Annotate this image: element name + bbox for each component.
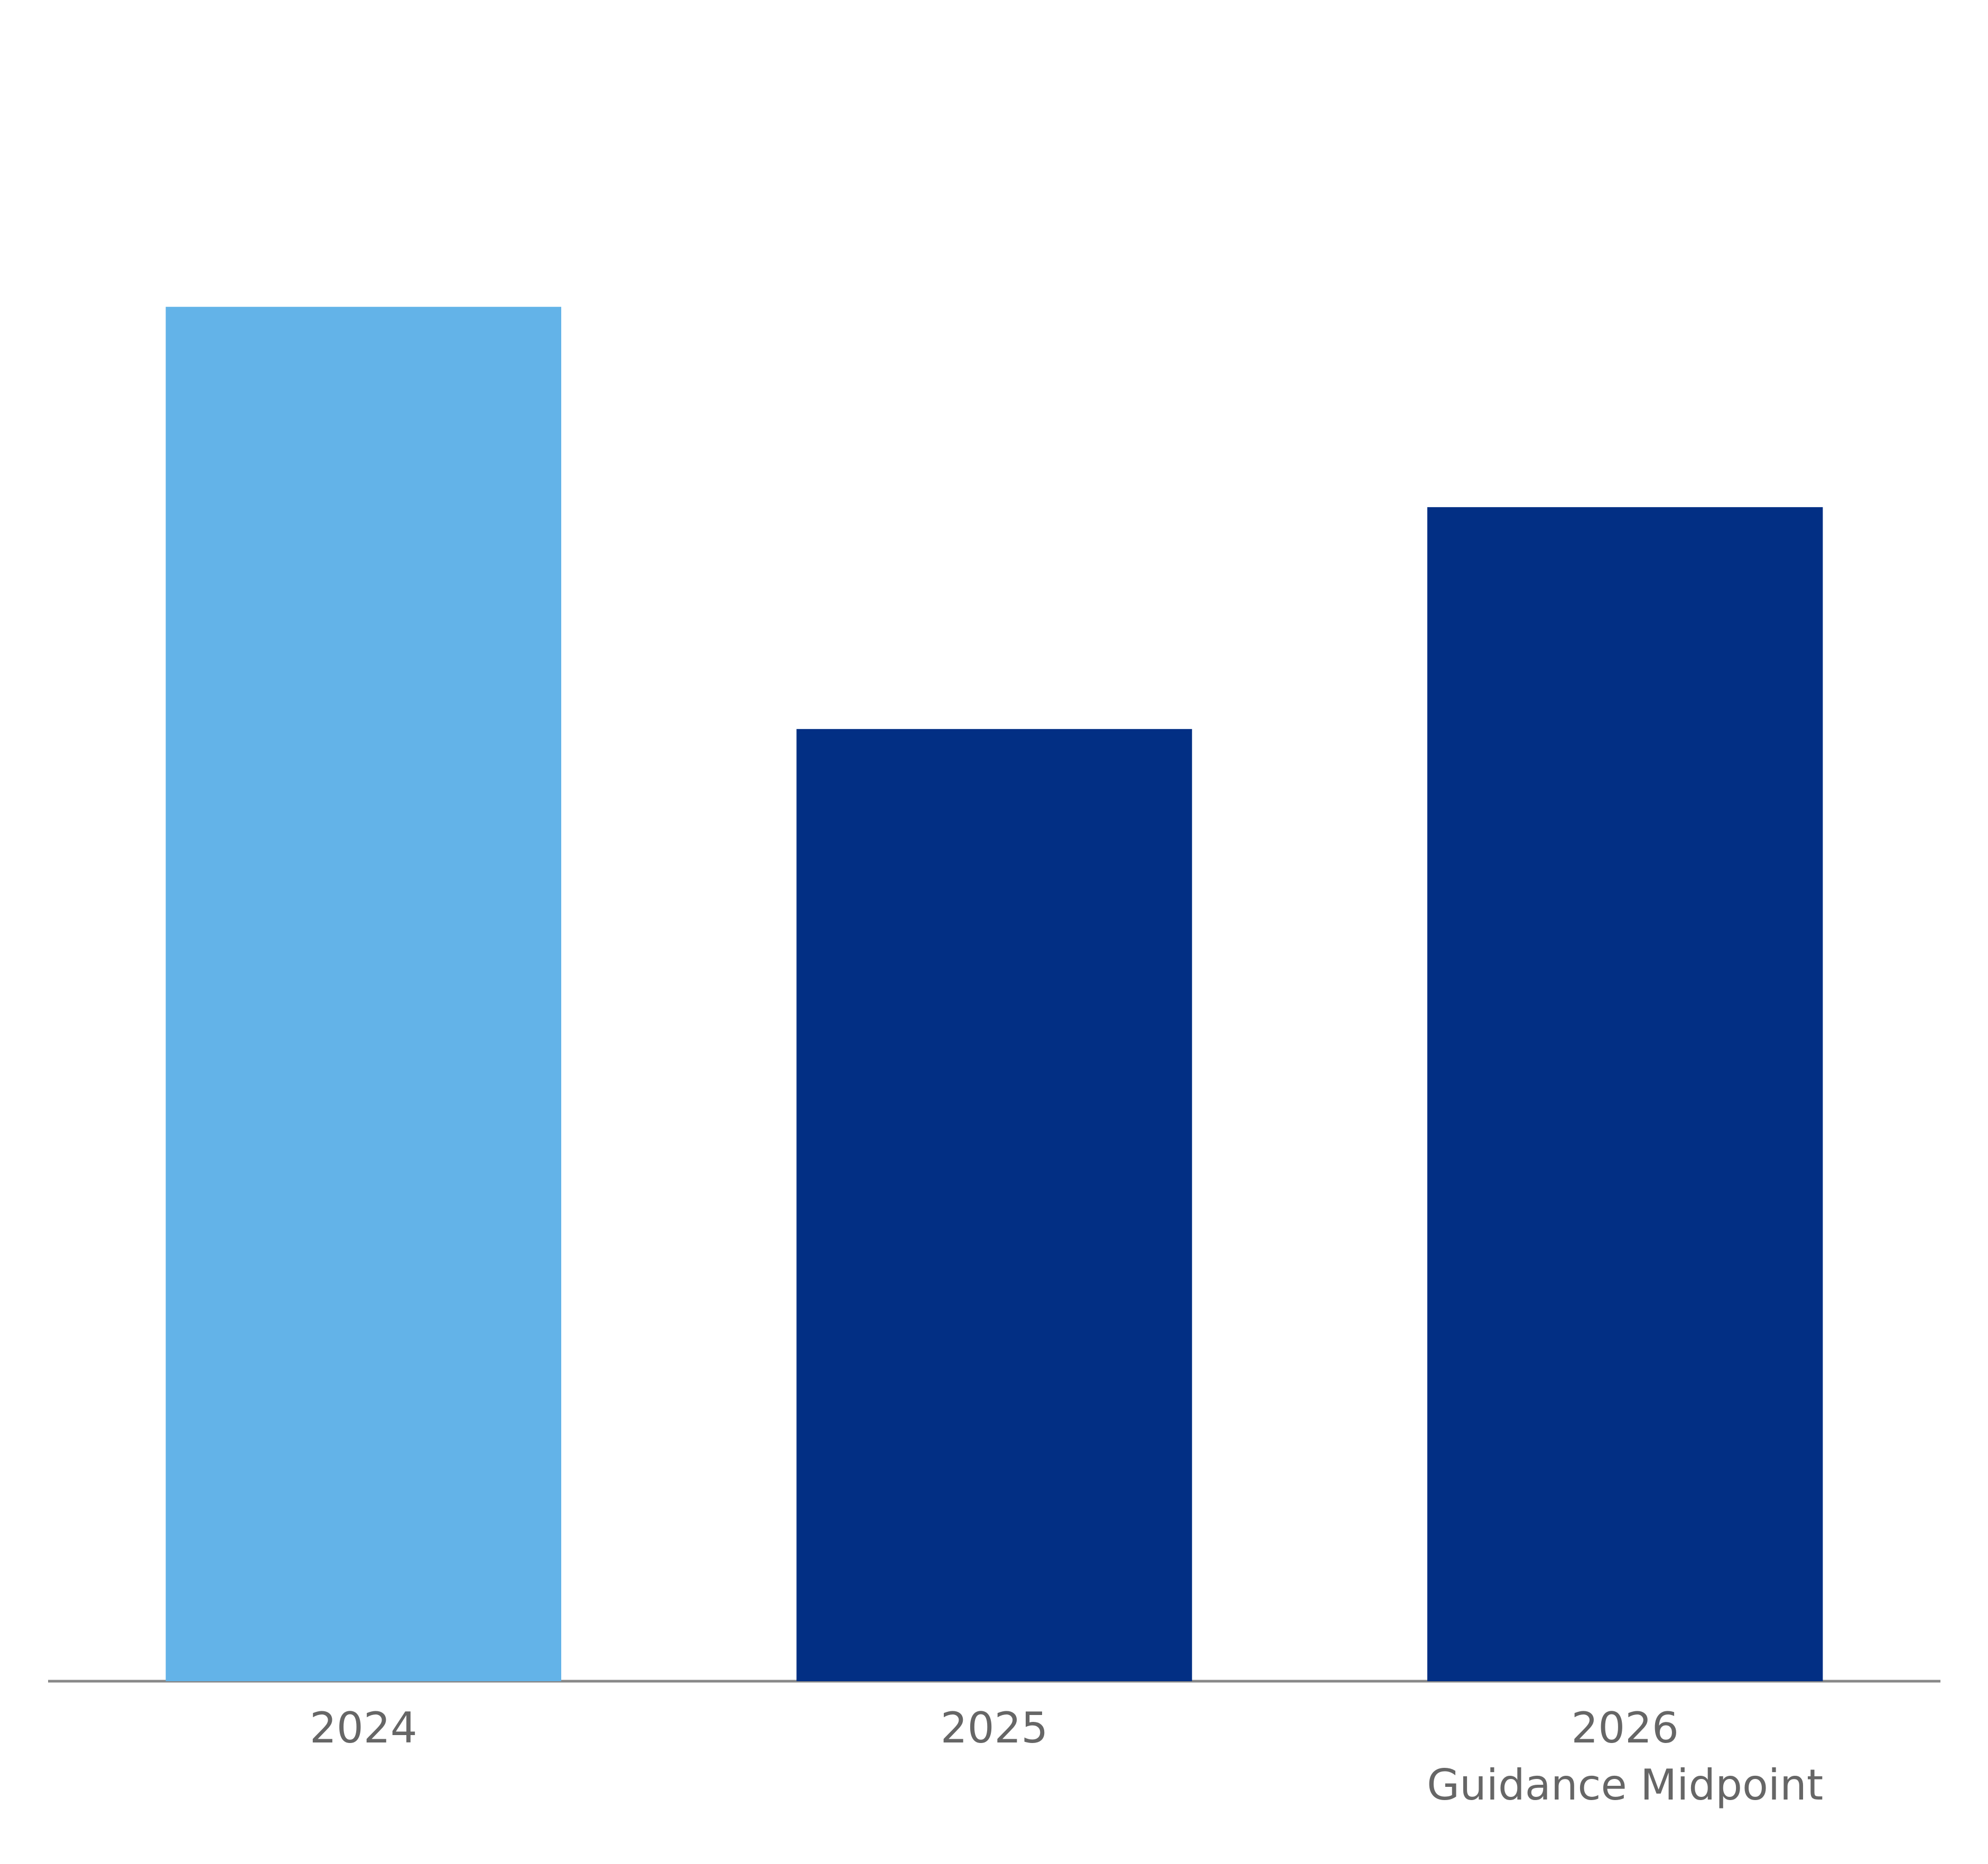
bar [165,306,562,1681]
x-tick-label: 2024 [310,1703,417,1753]
x-tick-label: 2025 [941,1703,1048,1753]
bar [796,729,1192,1681]
x-tick-label: 2026 [1571,1703,1679,1753]
x-tick-label: Guidance Midpoint [1427,1760,1823,1810]
bar [1427,507,1823,1681]
